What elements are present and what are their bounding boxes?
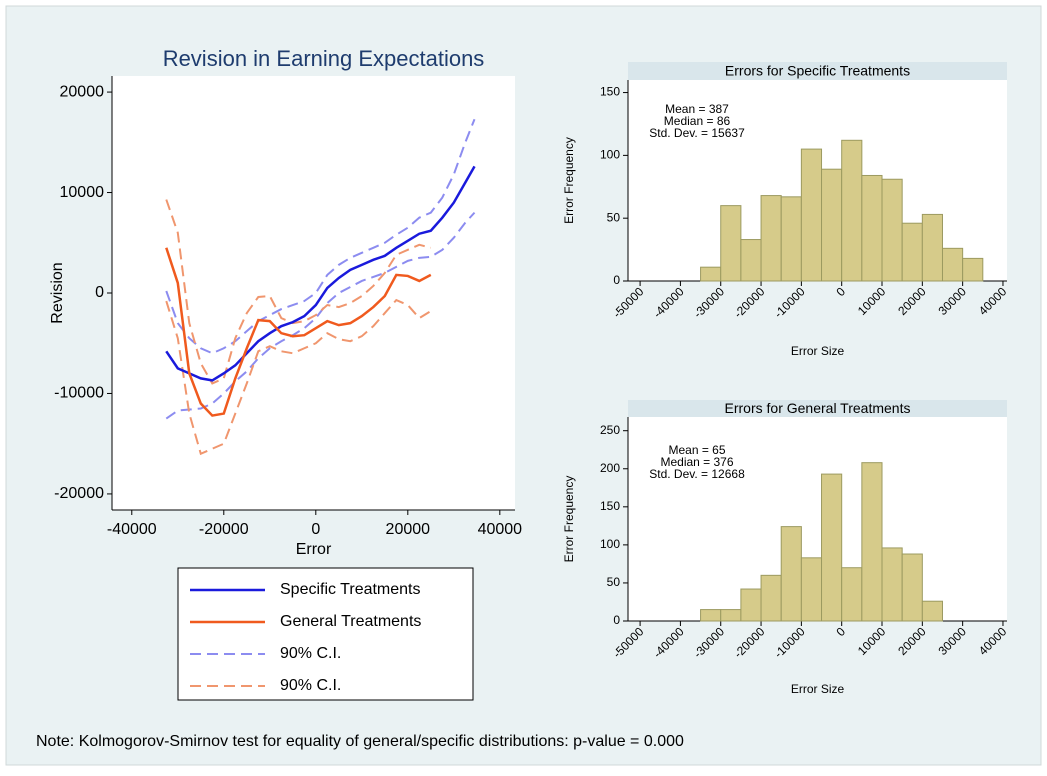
- x-tick-label: -20000: [199, 521, 249, 538]
- histogram-bar: [861, 462, 883, 622]
- y-axis-label: Error Frequency: [562, 137, 576, 224]
- series-line: [165, 247, 432, 417]
- x-tick-label: 20000: [386, 521, 431, 538]
- stat-annotation: Mean = 387: [665, 102, 729, 116]
- y-tick-label: 250: [600, 423, 620, 437]
- histogram-bar: [921, 213, 943, 282]
- stat-annotation: Median = 376: [660, 455, 733, 469]
- legend-label: Specific Treatments: [280, 581, 421, 598]
- histogram-bar: [700, 266, 722, 282]
- chart-title: Revision in Earning Expectations: [163, 46, 485, 71]
- histogram-bar: [800, 557, 823, 622]
- histogram-bar: [962, 257, 984, 282]
- histogram-bar: [800, 148, 823, 282]
- y-tick-label: 0: [613, 613, 620, 627]
- histogram-bar: [821, 168, 843, 282]
- histogram-bar: [740, 239, 762, 282]
- x-axis-label: Error Size: [791, 344, 845, 358]
- histogram-bar: [821, 473, 843, 622]
- y-tick-label: 10000: [60, 184, 105, 201]
- plot-area: [112, 76, 515, 510]
- stat-annotation: Std. Dev. = 15637: [649, 126, 745, 140]
- x-axis-label: Error: [296, 541, 332, 558]
- ci-lower-line: [165, 298, 432, 456]
- y-tick-label: 20000: [60, 83, 105, 100]
- chart-title: Errors for General Treatments: [725, 400, 911, 416]
- histogram-bar: [740, 588, 762, 622]
- chart-title: Errors for Specific Treatments: [725, 63, 910, 79]
- y-tick-label: 150: [600, 499, 620, 513]
- legend-label: 90% C.I.: [280, 677, 341, 694]
- histogram-bar: [760, 574, 782, 622]
- legend-label: General Treatments: [280, 613, 421, 630]
- title-bar: [628, 62, 1007, 80]
- histogram-bar: [901, 553, 923, 622]
- histogram-bar: [921, 600, 943, 622]
- y-tick-label: 100: [600, 537, 620, 551]
- y-tick-label: 150: [600, 85, 620, 99]
- histogram-bar: [901, 222, 923, 282]
- y-tick-label: 0: [95, 284, 104, 301]
- histogram-bar: [881, 178, 903, 282]
- x-tick-label: 0: [311, 521, 320, 538]
- histogram-bar: [861, 174, 883, 282]
- histogram-bar: [881, 547, 903, 622]
- histogram-bar: [780, 526, 802, 622]
- histogram-bar: [841, 139, 863, 282]
- y-tick-label: -10000: [54, 385, 104, 402]
- histogram-bar: [780, 196, 802, 282]
- y-tick-label: 200: [600, 461, 620, 475]
- stat-annotation: Std. Dev. = 12668: [649, 467, 745, 481]
- histogram-bar: [720, 205, 742, 282]
- stat-annotation: Mean = 65: [668, 443, 725, 457]
- title-bar: [628, 400, 1007, 417]
- histogram-bar: [700, 609, 722, 622]
- x-axis-label: Error Size: [791, 682, 845, 696]
- y-tick-label: 50: [607, 575, 621, 589]
- x-tick-label: -40000: [107, 521, 157, 538]
- y-tick-label: -20000: [54, 485, 104, 502]
- series-line: [165, 165, 476, 382]
- y-axis-label: Error Frequency: [562, 476, 576, 563]
- y-tick-label: 50: [607, 210, 621, 224]
- histogram-bar: [760, 195, 782, 282]
- y-tick-label: 100: [600, 148, 620, 162]
- ci-lower-line: [165, 211, 476, 420]
- histogram-bar: [841, 567, 863, 622]
- stat-annotation: Median = 86: [664, 114, 731, 128]
- legend-label: 90% C.I.: [280, 645, 341, 662]
- note: Note: Kolmogorov-Smirnov test for equali…: [36, 733, 684, 750]
- x-tick-label: 40000: [478, 521, 523, 538]
- y-tick-label: 0: [613, 273, 620, 287]
- y-axis-label: Revision: [49, 262, 66, 323]
- ci-upper-line: [165, 118, 476, 355]
- histogram-bar: [720, 609, 742, 622]
- histogram-bar: [941, 247, 964, 282]
